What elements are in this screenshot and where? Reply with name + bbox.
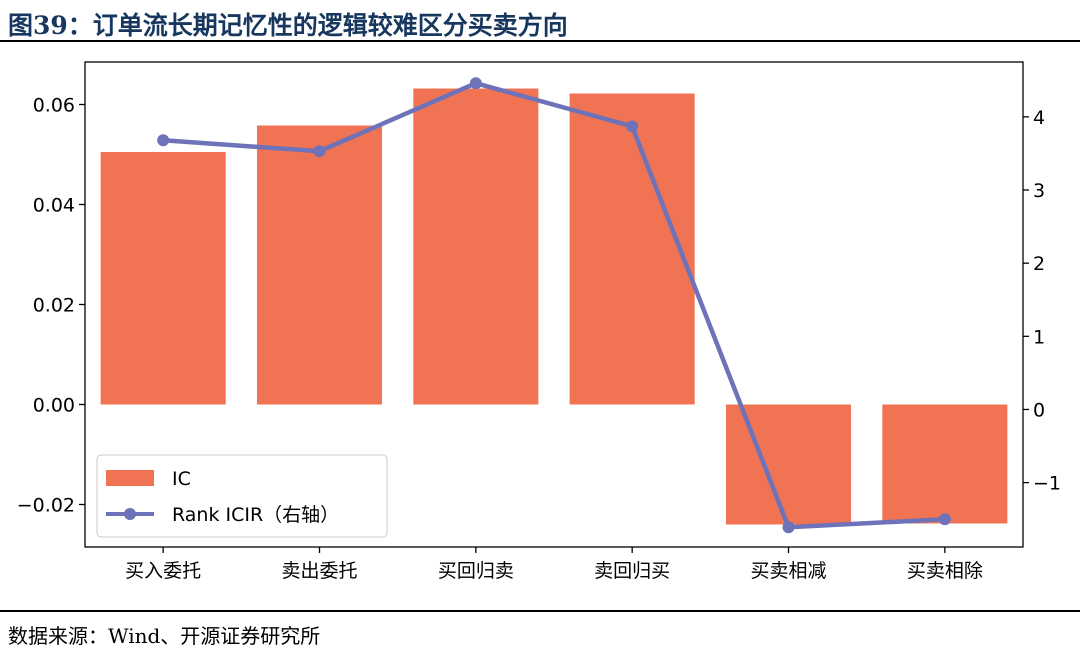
x-tick-label: 卖回归买 bbox=[594, 560, 670, 582]
point-rank-icir-5 bbox=[782, 521, 795, 534]
point-rank-icir-3 bbox=[469, 77, 482, 90]
page-title: 图39：订单流长期记忆性的逻辑较难区分买卖方向 bbox=[8, 11, 568, 40]
left-tick-label: 0.06 bbox=[33, 95, 75, 117]
right-tick-label: 3 bbox=[1033, 180, 1045, 202]
left-tick-label: 0.00 bbox=[33, 395, 75, 417]
right-tick-label: 2 bbox=[1033, 253, 1045, 275]
point-rank-icir-4 bbox=[626, 120, 639, 133]
legend-swatch-ic bbox=[106, 470, 154, 486]
right-tick-label: 4 bbox=[1033, 107, 1045, 129]
left-tick-label: −0.02 bbox=[17, 495, 75, 517]
left-tick-label: 0.04 bbox=[33, 195, 75, 217]
x-tick-label: 买卖相除 bbox=[907, 560, 983, 582]
legend-label-rank-icir: Rank ICIR（右轴） bbox=[172, 504, 339, 526]
bar-ic-1 bbox=[100, 152, 226, 405]
x-tick-label: 买卖相减 bbox=[750, 560, 826, 582]
title-rule bbox=[0, 40, 1080, 42]
source-note: 数据来源：Wind、开源证券研究所 bbox=[8, 624, 321, 648]
chart-legend: IC Rank ICIR（右轴） bbox=[96, 454, 388, 538]
right-tick-label: 1 bbox=[1033, 326, 1045, 348]
source-rule bbox=[0, 610, 1080, 612]
point-rank-icir-1 bbox=[157, 134, 170, 147]
legend-swatch-marker bbox=[124, 508, 136, 520]
bar-ic-5 bbox=[725, 404, 852, 525]
right-tick-label: −1 bbox=[1033, 473, 1061, 495]
point-rank-icir-6 bbox=[938, 513, 951, 526]
legend-label-ic: IC bbox=[172, 468, 191, 490]
point-rank-icir-2 bbox=[313, 145, 326, 158]
bar-ic-4 bbox=[569, 93, 695, 405]
x-tick-label: 买入委托 bbox=[125, 560, 201, 582]
x-tick-label: 买回归卖 bbox=[438, 560, 514, 582]
bar-ic-2 bbox=[256, 125, 383, 405]
bar-ic-6 bbox=[882, 404, 1008, 524]
bar-ic-3 bbox=[413, 88, 539, 405]
right-tick-label: 0 bbox=[1033, 399, 1045, 421]
left-tick-label: 0.02 bbox=[33, 295, 75, 317]
series-line-rank-icir bbox=[163, 80, 945, 530]
legend-box bbox=[96, 454, 388, 538]
x-tick-label: 卖出委托 bbox=[281, 560, 357, 582]
ic-chart: −0.02 0.00 0.02 0.04 0.06 −1 0 1 2 3 4 买入委托 卖出委托 买回… bbox=[17, 61, 1061, 582]
